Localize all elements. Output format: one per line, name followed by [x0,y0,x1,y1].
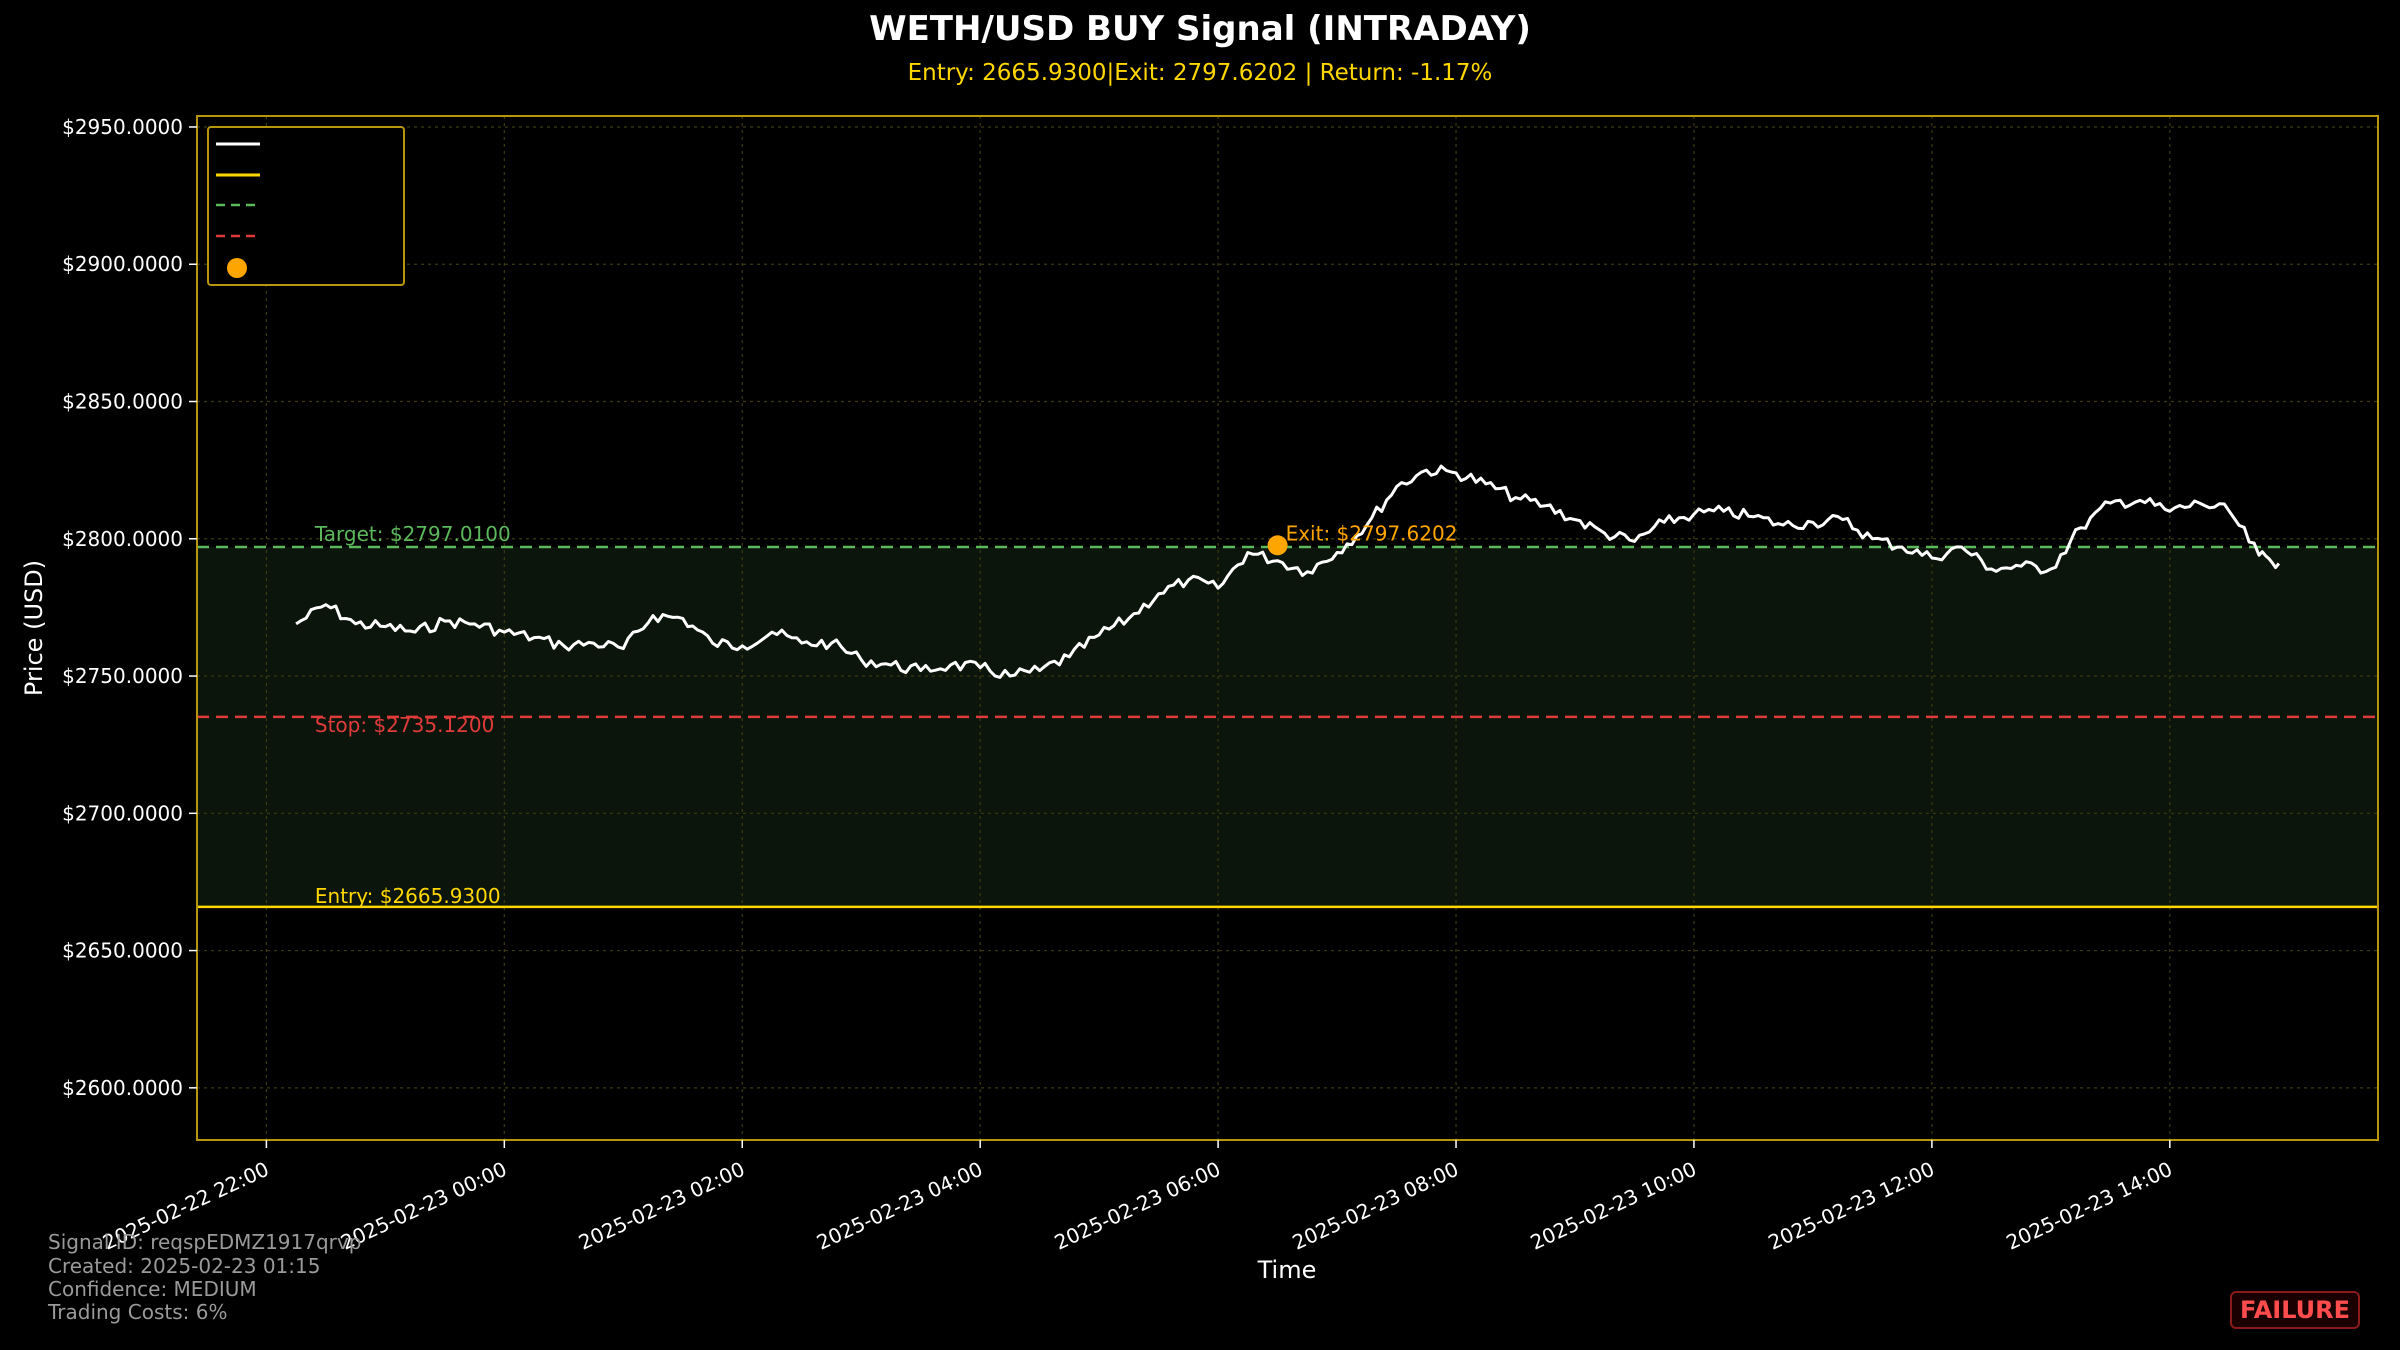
stop-label: Stop: $2735.1200 [315,713,494,737]
y-tick-label: $2850.0000 [62,390,183,414]
x-tick-label: 2025-02-23 02:00 [575,1157,748,1255]
x-tick-label: 2025-02-23 06:00 [1051,1157,1224,1255]
y-tick-label: $2750.0000 [62,664,183,688]
x-tick-label: 2025-02-23 04:00 [813,1157,986,1255]
x-tick-label: 2025-02-23 08:00 [1289,1157,1462,1255]
y-tick-label: $2600.0000 [62,1076,183,1100]
grid [197,116,2378,1140]
x-tick-label: 2025-02-23 00:00 [337,1157,510,1255]
y-tick-label: $2700.0000 [62,801,183,825]
y-axis-ticks: $2600.0000 $2650.0000 $2700.0000 $2750.0000… [62,115,197,1100]
y-tick-label: $2950.0000 [62,115,183,139]
price-series-line [295,464,2281,679]
level-labels: Target: $2797.0100 Stop: $2735.1200 Entry:… [314,521,1458,908]
chart-title: WETH/USD BUY Signal (INTRADAY) [869,9,1531,49]
plot-frame [196,115,2379,1141]
target-label: Target: $2797.0100 [314,522,511,546]
footer-created: Created: 2025-02-23 01:15 [48,1254,320,1278]
footer-signal-id: Signal ID: reqspEDMZ1917qrvp [48,1230,361,1254]
footer-trading-costs: Trading Costs: 6% [47,1300,227,1324]
x-axis-label: Time [1257,1256,1317,1284]
entry-target-zone [197,546,2378,907]
x-tick-label: 2025-02-23 12:00 [1765,1157,1938,1255]
level-lines [197,545,2378,909]
legend-frame [207,126,405,286]
x-tick-label: 2025-02-23 10:00 [1527,1157,1700,1255]
x-axis-ticks: 2025-02-22 22:00 2025-02-23 00:00 2025-02-… [99,1140,2176,1255]
y-tick-label: $2900.0000 [62,252,183,276]
x-tick-label: 2025-02-23 14:00 [2002,1157,2175,1255]
y-axis-label: Price (USD) [20,560,48,696]
legend [207,126,405,286]
y-tick-label: $2800.0000 [62,527,183,551]
entry-label: Entry: $2665.9300 [315,884,501,908]
exit-marker [1267,535,1288,556]
y-tick-label: $2650.0000 [62,939,183,963]
chart-subtitle: Entry: 2665.9300|Exit: 2797.6202 | Retur… [908,60,1493,86]
footer-confidence: Confidence: MEDIUM [48,1277,257,1301]
exit-label: Exit: $2797.6202 [1286,521,1458,545]
legend-exit-swatch [227,258,247,278]
status-badge: FAILURE [2230,1291,2360,1329]
